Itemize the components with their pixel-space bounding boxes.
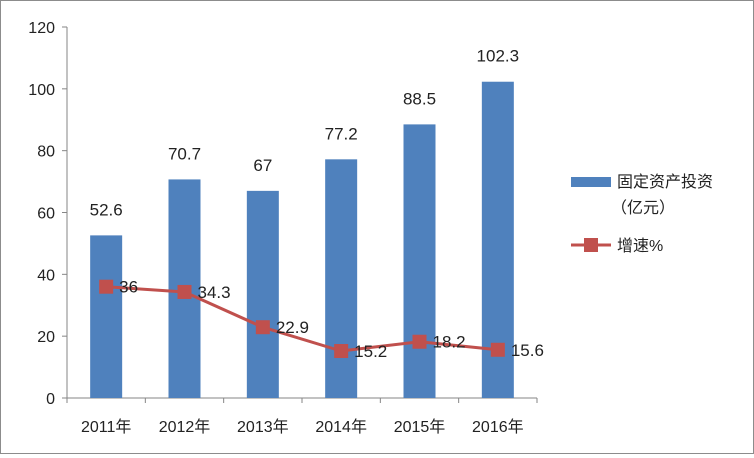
growth-value-label: 18.2 bbox=[433, 333, 466, 352]
growth-marker bbox=[99, 279, 114, 294]
growth-marker bbox=[490, 342, 505, 357]
legend-marker-growth bbox=[584, 238, 598, 252]
y-tick-label: 0 bbox=[46, 391, 55, 408]
legend-label-investment-line1: 固定资产投资 bbox=[617, 173, 713, 191]
legend-label-investment-line2: （亿元） bbox=[611, 199, 675, 217]
bar-series bbox=[90, 81, 514, 398]
y-tick-labels: 0 20 40 60 80 100 120 bbox=[28, 20, 55, 408]
x-tick-label: 2011年 bbox=[81, 418, 131, 436]
growth-value-label: 22.9 bbox=[276, 318, 309, 337]
growth-marker bbox=[255, 320, 270, 335]
x-tick-label: 2015年 bbox=[394, 418, 446, 436]
legend: 固定资产投资 （亿元） 增速% bbox=[571, 173, 713, 255]
bar bbox=[246, 190, 279, 398]
y-tick-label: 40 bbox=[37, 267, 55, 284]
bar-value-label: 52.6 bbox=[90, 200, 123, 219]
bar-value-label: 67 bbox=[253, 156, 272, 175]
legend-swatch-investment bbox=[571, 177, 611, 187]
growth-value-label: 34.3 bbox=[198, 283, 231, 302]
x-tick-label: 2012年 bbox=[159, 418, 211, 436]
x-tick-label: 2013年 bbox=[237, 418, 289, 436]
growth-value-label: 15.2 bbox=[354, 342, 387, 361]
data-labels: 52.6 70.7 67 77.2 88.5 102.3 36 34.3 22.9 15.2 18.… bbox=[90, 47, 544, 361]
bar bbox=[325, 159, 358, 398]
growth-line bbox=[106, 285, 498, 353]
legend-label-growth: 增速% bbox=[617, 237, 663, 255]
line-series bbox=[99, 279, 505, 359]
growth-value-label: 15.6 bbox=[511, 341, 544, 360]
axes bbox=[62, 26, 538, 403]
y-tick-label: 120 bbox=[28, 20, 55, 37]
growth-marker bbox=[412, 334, 427, 349]
y-tick-label: 100 bbox=[28, 82, 55, 99]
bar-value-label: 77.2 bbox=[325, 124, 358, 143]
growth-marker bbox=[177, 284, 192, 299]
x-tick-label: 2016年 bbox=[472, 418, 524, 436]
y-tick-label: 20 bbox=[37, 329, 55, 346]
x-tick-labels: 2011年 2012年 2013年 2014年 2015年 2016年 bbox=[81, 418, 524, 436]
bar-value-label: 88.5 bbox=[403, 89, 436, 108]
bar-value-label: 102.3 bbox=[477, 47, 520, 66]
growth-value-label: 36 bbox=[119, 278, 138, 297]
bar bbox=[90, 235, 123, 398]
growth-marker bbox=[334, 344, 349, 359]
bar-value-label: 70.7 bbox=[168, 144, 201, 163]
x-tick-label: 2014年 bbox=[315, 418, 367, 436]
bar bbox=[403, 124, 436, 398]
y-tick-label: 80 bbox=[37, 144, 55, 161]
y-tick-label: 60 bbox=[37, 206, 55, 223]
